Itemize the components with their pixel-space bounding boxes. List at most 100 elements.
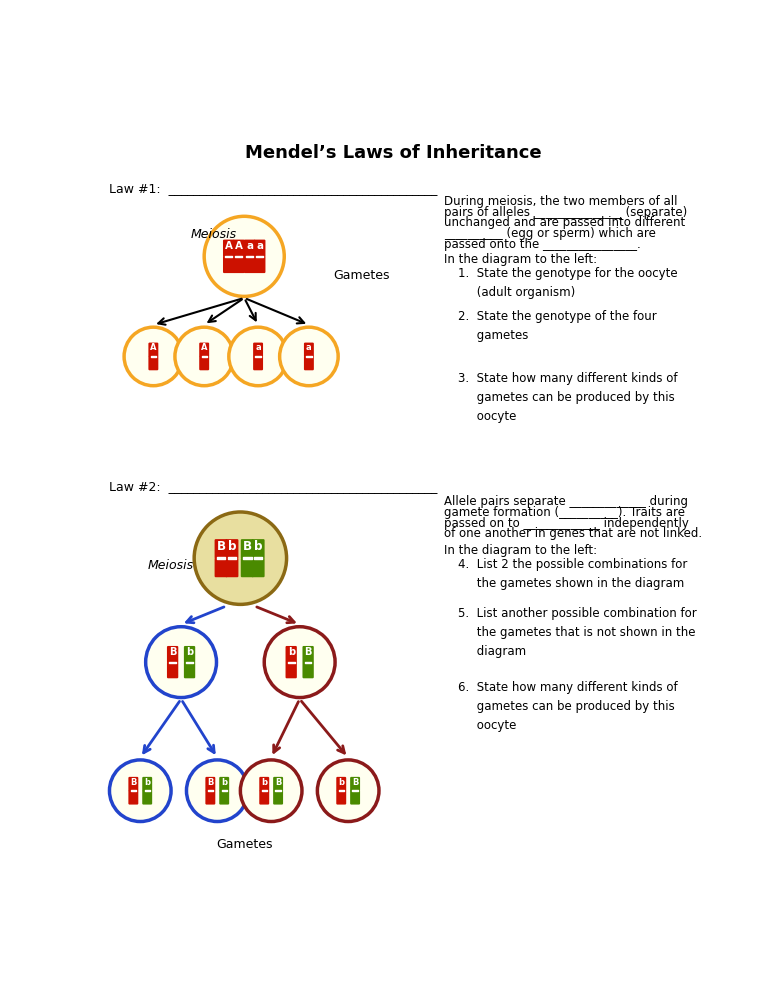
FancyBboxPatch shape [273, 777, 283, 791]
Text: Meiosis: Meiosis [148, 560, 194, 573]
Circle shape [280, 327, 338, 386]
Circle shape [264, 626, 335, 698]
Text: Gametes: Gametes [333, 269, 389, 282]
Text: Meiosis: Meiosis [190, 229, 237, 242]
Text: Allele pairs separate _____________ during: Allele pairs separate _____________ duri… [445, 495, 688, 508]
FancyBboxPatch shape [128, 777, 138, 791]
Text: B: B [243, 540, 252, 553]
Circle shape [194, 512, 286, 604]
Circle shape [124, 327, 183, 386]
FancyBboxPatch shape [303, 662, 314, 678]
Text: A: A [235, 241, 243, 250]
FancyBboxPatch shape [252, 539, 265, 559]
FancyBboxPatch shape [241, 558, 254, 578]
Text: gamete formation (__________). Traits are: gamete formation (__________). Traits ar… [445, 506, 685, 519]
FancyBboxPatch shape [214, 539, 227, 559]
Text: b: b [261, 777, 267, 786]
FancyBboxPatch shape [167, 662, 178, 678]
Text: 5.  List another possible combination for
     the gametes that is not shown in : 5. List another possible combination for… [458, 607, 697, 658]
Text: 1.  State the genotype for the oocyte
     (adult organism): 1. State the genotype for the oocyte (ad… [458, 267, 678, 299]
Text: 3.  State how many different kinds of
     gametes can be produced by this
     : 3. State how many different kinds of gam… [458, 372, 678, 422]
Text: A: A [225, 241, 233, 250]
FancyBboxPatch shape [184, 646, 195, 663]
Text: B: B [207, 777, 214, 786]
Text: B: B [130, 777, 137, 786]
FancyBboxPatch shape [223, 240, 235, 256]
Circle shape [175, 327, 233, 386]
Text: Gametes: Gametes [216, 839, 273, 852]
Text: B: B [304, 647, 312, 657]
FancyBboxPatch shape [241, 539, 254, 559]
Text: b: b [338, 777, 344, 786]
FancyBboxPatch shape [214, 558, 227, 578]
Circle shape [229, 327, 287, 386]
FancyBboxPatch shape [223, 255, 235, 273]
FancyBboxPatch shape [205, 777, 215, 791]
Text: B: B [217, 540, 226, 553]
Text: B: B [352, 777, 359, 786]
Text: b: b [186, 647, 193, 657]
Text: B: B [169, 647, 177, 657]
FancyBboxPatch shape [286, 662, 297, 678]
Text: Law #1:  ___________________________________________: Law #1: ________________________________… [110, 183, 438, 196]
Text: 6.  State how many different kinds of
     gametes can be produced by this
     : 6. State how many different kinds of gam… [458, 681, 678, 732]
FancyBboxPatch shape [225, 539, 238, 559]
FancyBboxPatch shape [148, 356, 158, 371]
Text: passed on to _____________ independently: passed on to _____________ independently [445, 517, 690, 530]
Circle shape [110, 760, 171, 821]
FancyBboxPatch shape [142, 777, 152, 791]
Text: b: b [227, 540, 236, 553]
Text: passed onto the ________________.: passed onto the ________________. [445, 238, 641, 250]
FancyBboxPatch shape [260, 777, 270, 791]
FancyBboxPatch shape [303, 646, 314, 663]
Circle shape [187, 760, 248, 821]
Text: In the diagram to the left:: In the diagram to the left: [445, 545, 598, 558]
Circle shape [204, 217, 284, 296]
FancyBboxPatch shape [219, 777, 229, 791]
FancyBboxPatch shape [253, 255, 266, 273]
FancyBboxPatch shape [253, 343, 263, 357]
FancyBboxPatch shape [243, 240, 256, 256]
Text: a: a [306, 344, 312, 353]
FancyBboxPatch shape [253, 240, 266, 256]
Text: 4.  List 2 the possible combinations for
     the gametes shown in the diagram: 4. List 2 the possible combinations for … [458, 559, 687, 590]
FancyBboxPatch shape [336, 790, 346, 804]
Circle shape [317, 760, 379, 821]
Text: Mendel’s Laws of Inheritance: Mendel’s Laws of Inheritance [245, 144, 542, 162]
FancyBboxPatch shape [219, 790, 229, 804]
Circle shape [146, 626, 217, 698]
FancyBboxPatch shape [260, 790, 270, 804]
Text: In the diagram to the left:: In the diagram to the left: [445, 253, 598, 266]
Text: B: B [275, 777, 281, 786]
FancyBboxPatch shape [225, 558, 238, 578]
Text: b: b [288, 647, 295, 657]
FancyBboxPatch shape [304, 356, 314, 371]
Text: of one another in genes that are not linked.: of one another in genes that are not lin… [445, 528, 703, 541]
FancyBboxPatch shape [167, 646, 178, 663]
FancyBboxPatch shape [336, 777, 346, 791]
Text: b: b [221, 777, 227, 786]
FancyBboxPatch shape [128, 790, 138, 804]
FancyBboxPatch shape [184, 662, 195, 678]
Text: A: A [201, 344, 207, 353]
Text: pairs of alleles _______________ (separate): pairs of alleles _______________ (separa… [445, 206, 687, 219]
FancyBboxPatch shape [142, 790, 152, 804]
Text: unchanged and are passed into different: unchanged and are passed into different [445, 217, 686, 230]
Text: During meiosis, the two members of all: During meiosis, the two members of all [445, 195, 678, 208]
FancyBboxPatch shape [350, 790, 360, 804]
Text: Law #2:  ___________________________________________: Law #2: ________________________________… [110, 480, 438, 493]
Text: __________ (egg or sperm) which are: __________ (egg or sperm) which are [445, 227, 657, 241]
Text: b: b [254, 540, 263, 553]
FancyBboxPatch shape [199, 343, 209, 357]
FancyBboxPatch shape [286, 646, 297, 663]
Text: a: a [255, 344, 261, 353]
Text: A: A [150, 344, 157, 353]
Circle shape [240, 760, 302, 821]
FancyBboxPatch shape [199, 356, 209, 371]
FancyBboxPatch shape [253, 356, 263, 371]
FancyBboxPatch shape [233, 240, 245, 256]
FancyBboxPatch shape [304, 343, 314, 357]
Text: a: a [256, 241, 263, 250]
FancyBboxPatch shape [233, 255, 245, 273]
FancyBboxPatch shape [148, 343, 158, 357]
